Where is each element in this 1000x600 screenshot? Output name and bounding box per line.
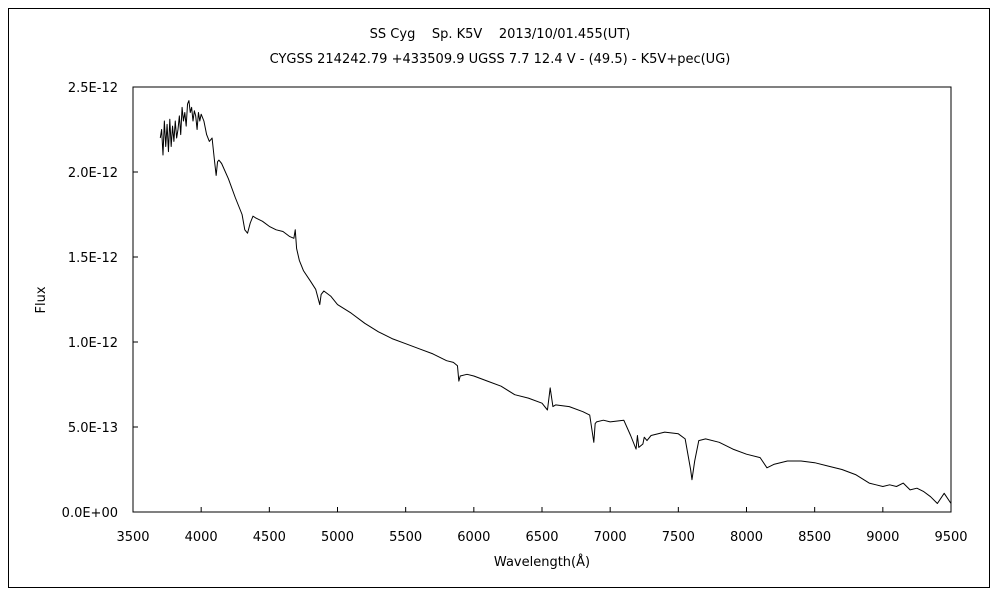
x-tick-label: 9500 (934, 530, 967, 545)
x-tick-label: 5000 (321, 530, 354, 545)
x-tick-label: 3500 (116, 530, 149, 545)
plot-area (132, 86, 952, 513)
y-tick-label: 5.0E-13 (68, 421, 118, 436)
x-tick-label: 7000 (594, 530, 627, 545)
x-tick-label: 6500 (525, 530, 558, 545)
chart-subtitle: CYGSS 214242.79 +433509.9 UGSS 7.7 12.4 … (269, 52, 731, 67)
x-tick-label: 5500 (389, 530, 422, 545)
series-line (159, 100, 952, 504)
x-tick-label: 8500 (798, 530, 831, 545)
series-layer (159, 100, 952, 504)
y-tick-label: 0.0E+00 (62, 506, 118, 521)
x-axis: 3500 4000 4500 5000 5500 6000 6500 7000 7500 8000… (116, 507, 968, 545)
y-tick-label: 1.5E-12 (68, 251, 118, 266)
y-tick-label: 2.0E-12 (68, 166, 118, 181)
y-tick-label: 1.0E-12 (68, 336, 118, 351)
y-tick-label: 2.5E-12 (68, 81, 118, 96)
x-tick-label: 7500 (662, 530, 695, 545)
x-tick-label: 9000 (866, 530, 899, 545)
chart-frame (8, 8, 990, 588)
x-tick-label: 4500 (253, 530, 286, 545)
y-axis-label: Flux (34, 286, 49, 313)
chart-title: SS Cyg Sp. K5V 2013/10/01.455(UT) (369, 27, 631, 42)
y-axis: 0.0E+00 5.0E-13 1.0E-12 1.5E-12 2.0E-12 2.5E-… (62, 81, 138, 521)
x-tick-label: 8000 (730, 530, 763, 545)
x-tick-label: 6000 (457, 530, 490, 545)
x-axis-label: Wavelength(Å) (494, 554, 590, 570)
x-tick-label: 4000 (185, 530, 218, 545)
